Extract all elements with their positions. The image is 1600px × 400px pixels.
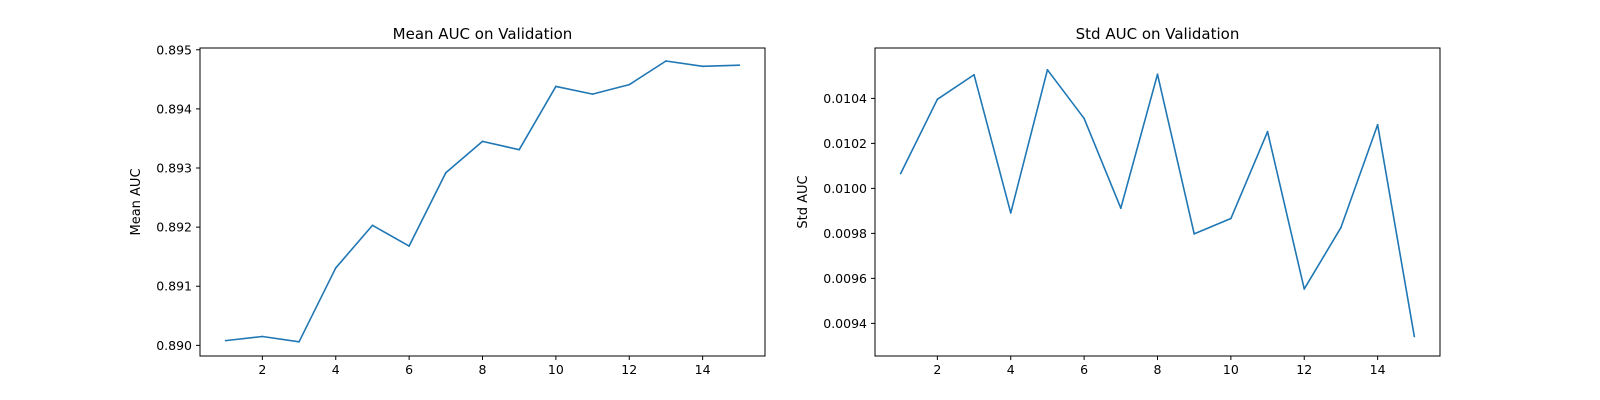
data-point — [444, 171, 447, 174]
data-point — [936, 98, 939, 101]
data-point — [1229, 217, 1232, 220]
x-tick-label: 14 — [695, 362, 711, 377]
data-point — [481, 140, 484, 143]
y-tick-label: 0.0096 — [823, 271, 867, 286]
y-tick-label: 0.893 — [156, 161, 192, 176]
data-point — [224, 339, 227, 342]
y-tick-label: 0.894 — [156, 101, 192, 116]
x-tick-label: 14 — [1370, 362, 1386, 377]
y-axis-label: Std AUC — [796, 175, 811, 228]
data-point — [701, 65, 704, 68]
x-tick-label: 2 — [933, 362, 941, 377]
y-axis-label: Mean AUC — [129, 168, 144, 235]
data-point — [1303, 288, 1306, 290]
data-point — [1119, 207, 1122, 210]
x-tick-label: 6 — [405, 362, 413, 377]
data-point — [334, 267, 337, 269]
chart-title: Mean AUC on Validation — [393, 25, 573, 43]
x-tick-label: 12 — [621, 362, 637, 377]
data-point — [1009, 212, 1012, 214]
chart-panel-1: Mean AUC on Validation Mean AUC 2 4 6 8 10 12 14… — [129, 25, 766, 377]
y-tick-label: 0.0104 — [823, 91, 867, 106]
y-tick-label: 0.0102 — [823, 136, 867, 151]
data-point — [738, 64, 741, 67]
data-point — [1376, 123, 1379, 126]
x-tick-label: 8 — [1154, 362, 1162, 377]
data-point — [1083, 117, 1086, 120]
chart-title: Std AUC on Validation — [1076, 25, 1240, 43]
data-point — [298, 340, 300, 343]
y-tick-label: 0.890 — [156, 338, 192, 353]
y-tick-label: 0.0098 — [823, 226, 867, 241]
data-point — [1266, 130, 1269, 133]
chart-panel-2: Std AUC on Validation Std AUC 2 4 6 8 10 12 14 0.… — [796, 25, 1441, 377]
data-point — [665, 60, 667, 62]
data-point — [371, 224, 374, 227]
y-tick-label: 0.0100 — [823, 181, 867, 196]
x-tick-label: 12 — [1296, 362, 1312, 377]
x-tick-label: 10 — [548, 362, 564, 377]
data-point — [1046, 68, 1049, 71]
data-point — [1413, 335, 1416, 338]
data-point — [1340, 226, 1342, 229]
data-point — [261, 335, 264, 338]
data-point — [973, 73, 975, 76]
data-point — [1193, 232, 1196, 235]
data-point — [1156, 73, 1159, 76]
x-tick-label: 2 — [258, 362, 266, 377]
x-tick-label: 6 — [1080, 362, 1088, 377]
data-point — [518, 148, 521, 151]
y-tick-label: 0.891 — [156, 279, 192, 294]
y-tick-label: 0.0094 — [823, 316, 867, 331]
data-point — [628, 83, 631, 86]
y-tick-label: 0.895 — [156, 42, 192, 57]
x-tick-label: 10 — [1223, 362, 1239, 377]
x-tick-label: 4 — [1007, 362, 1015, 377]
data-point — [408, 245, 411, 247]
y-tick-label: 0.892 — [156, 220, 192, 235]
x-tick-label: 8 — [479, 362, 487, 377]
data-point — [899, 172, 902, 175]
data-point — [591, 93, 594, 96]
data-point — [554, 85, 557, 88]
x-tick-label: 4 — [332, 362, 340, 377]
